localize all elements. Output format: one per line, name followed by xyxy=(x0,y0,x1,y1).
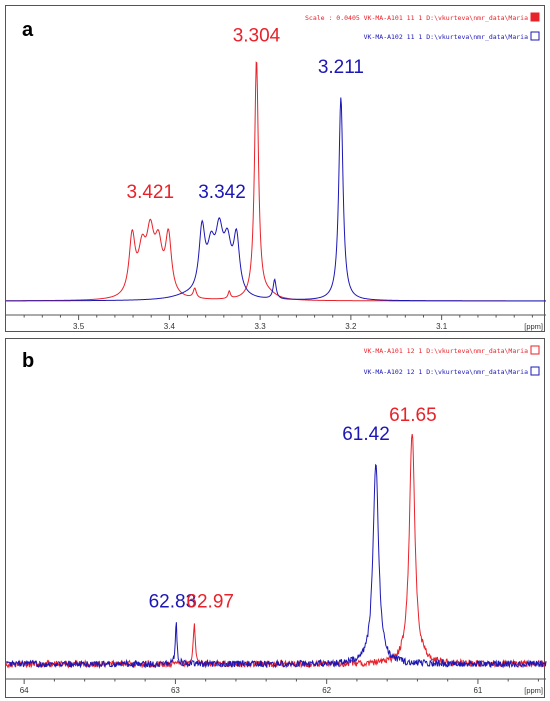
spectrum-series-blue xyxy=(5,463,547,669)
spectrum-chart-a: a Scale : 0.0405 VK-MA-A101 11 1 D:\vkurte… xyxy=(6,12,546,331)
spectrum-chart-b: b VK-MA-A101 12 1 D:\vkurteva\nmr_data\Ma… xyxy=(5,345,547,695)
tick-label: 3.2 xyxy=(345,322,357,331)
tick-label: 3.5 xyxy=(73,322,85,331)
legend-marker xyxy=(530,12,540,22)
peak-annotation: 61.65 xyxy=(389,405,437,426)
spectrum-series-red xyxy=(5,433,547,669)
legend-marker xyxy=(530,31,540,41)
legend-marker xyxy=(530,345,540,355)
tick-label: 62 xyxy=(322,686,331,695)
panel-label: b xyxy=(22,350,34,372)
legend-entry: VK-MA-A102 12 1 D:\vkurteva\nmr_data\Mar… xyxy=(364,368,528,376)
spectrum-panel-a: a Scale : 0.0405 VK-MA-A101 11 1 D:\vkurte… xyxy=(5,5,546,332)
peak-annotation: 3.304 xyxy=(233,25,281,46)
peak-annotation: 3.421 xyxy=(127,182,175,203)
legend-entry: VK-MA-A101 12 1 D:\vkurteva\nmr_data\Mar… xyxy=(364,347,528,355)
tick-label: 3.4 xyxy=(164,322,176,331)
scale-text: Scale : 0.0405 xyxy=(305,14,360,22)
legend-entry: VK-MA-A102 11 1 D:\vkurteva\nmr_data\Mar… xyxy=(364,33,528,41)
legend-marker xyxy=(530,366,540,376)
tick-label: 3.1 xyxy=(436,322,448,331)
panel-label: a xyxy=(22,19,34,41)
tick-label: 61 xyxy=(473,686,482,695)
spectrum-series-blue xyxy=(6,97,546,302)
tick-label: 3.3 xyxy=(255,322,267,331)
peak-annotation: 61.42 xyxy=(342,424,390,445)
peak-annotation: 62.97 xyxy=(186,591,234,612)
x-unit-label: [ppm] xyxy=(524,686,543,695)
spectrum-panel-b: b VK-MA-A101 12 1 D:\vkurteva\nmr_data\Ma… xyxy=(5,338,547,698)
spectrum-series-red xyxy=(6,61,546,302)
peak-annotation: 3.342 xyxy=(198,182,246,203)
peak-annotation: 3.211 xyxy=(318,57,364,78)
legend-entry: VK-MA-A101 11 1 D:\vkurteva\nmr_data\Mar… xyxy=(364,14,528,22)
tick-label: 63 xyxy=(171,686,180,695)
peak-annotation: 62.83 xyxy=(149,591,197,612)
tick-label: 64 xyxy=(20,686,29,695)
x-unit-label: [ppm] xyxy=(524,322,543,331)
